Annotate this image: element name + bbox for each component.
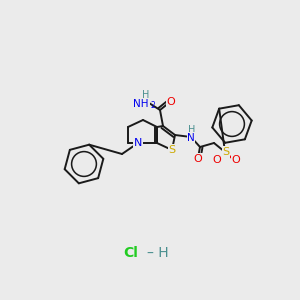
Text: O: O — [167, 97, 176, 107]
Text: Cl: Cl — [124, 246, 138, 260]
Text: O: O — [213, 155, 221, 165]
Text: H: H — [188, 125, 196, 135]
Text: 2: 2 — [151, 101, 155, 110]
Text: S: S — [168, 145, 175, 155]
Text: O: O — [232, 155, 240, 165]
Text: NH: NH — [134, 99, 149, 109]
Text: H: H — [142, 90, 150, 100]
Text: – H: – H — [147, 246, 169, 260]
Text: O: O — [194, 154, 202, 164]
Text: N: N — [134, 138, 142, 148]
Text: N: N — [187, 133, 195, 143]
Text: S: S — [222, 147, 230, 157]
